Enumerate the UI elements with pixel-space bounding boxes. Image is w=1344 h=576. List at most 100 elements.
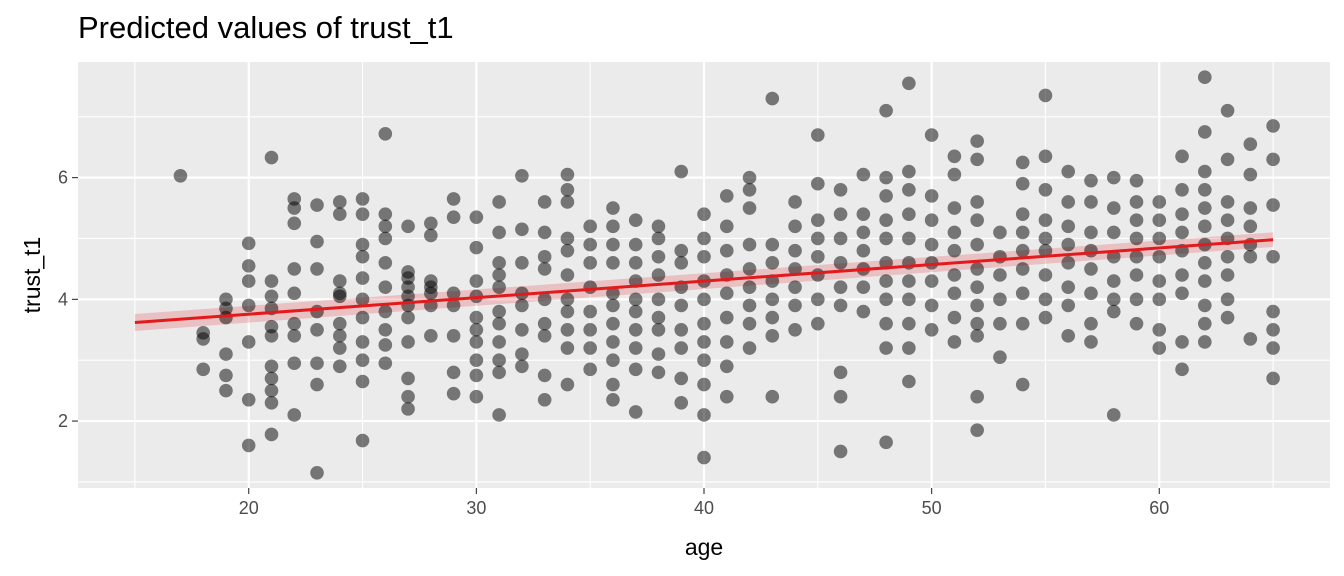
data-point: [742, 280, 757, 294]
data-point: [628, 237, 643, 252]
data-point: [492, 195, 506, 209]
data-point: [1175, 362, 1189, 377]
data-point: [515, 322, 529, 337]
data-point: [1152, 274, 1167, 288]
data-point: [1175, 183, 1189, 197]
data-point: [606, 298, 620, 313]
data-point: [583, 322, 597, 337]
data-point: [970, 134, 984, 148]
data-point: [355, 310, 370, 325]
axis-ticks: 20 30 40 50 60 2 4 6: [58, 168, 1169, 518]
data-point: [651, 347, 666, 361]
data-point: [355, 249, 370, 264]
data-point: [674, 322, 689, 337]
data-point: [583, 280, 597, 294]
data-point: [401, 371, 415, 386]
data-point: [628, 322, 643, 337]
data-point: [1129, 268, 1144, 282]
x-tick-label: 20: [239, 498, 259, 518]
data-point: [833, 280, 848, 294]
y-axis-title: trust_t1: [19, 237, 45, 314]
data-point: [1152, 292, 1167, 307]
data-point: [833, 365, 848, 380]
data-point: [651, 231, 666, 246]
fit-line: [134, 238, 1274, 324]
data-point: [1084, 335, 1098, 349]
data-point: [1266, 152, 1280, 167]
data-point: [310, 465, 324, 480]
data-point: [742, 237, 757, 252]
data-point: [219, 383, 233, 398]
data-point: [970, 316, 984, 331]
data-point: [833, 389, 848, 404]
data-point: [1198, 274, 1212, 288]
data-point: [492, 225, 506, 240]
data-point: [697, 450, 711, 465]
data-point: [219, 347, 233, 361]
data-point: [1015, 225, 1030, 240]
data-point: [1129, 213, 1144, 228]
data-point: [947, 335, 962, 349]
data-point: [993, 268, 1007, 282]
data-point: [560, 322, 575, 337]
data-point: [765, 91, 780, 106]
data-point: [993, 316, 1007, 331]
data-point: [993, 350, 1007, 364]
data-point: [719, 359, 734, 374]
data-point: [697, 408, 711, 422]
data-point: [310, 322, 324, 337]
data-point: [651, 310, 666, 325]
data-point: [424, 274, 438, 288]
data-point: [697, 207, 711, 221]
data-point: [1061, 195, 1076, 209]
data-point: [1266, 249, 1280, 264]
scatter-points: [173, 70, 1280, 480]
data-point: [970, 195, 984, 209]
data-point: [628, 292, 643, 307]
data-point: [515, 222, 529, 237]
data-point: [241, 392, 256, 407]
data-point: [287, 408, 302, 422]
data-point: [1198, 125, 1212, 139]
data-point: [401, 389, 415, 404]
data-point: [1175, 286, 1189, 301]
data-point: [856, 243, 871, 258]
data-point: [241, 259, 256, 273]
data-point: [537, 316, 552, 331]
data-point: [674, 341, 689, 355]
data-point: [879, 274, 893, 288]
data-point: [583, 304, 597, 319]
data-point: [947, 310, 962, 325]
data-point: [902, 374, 916, 389]
data-point: [1015, 286, 1030, 301]
data-point: [1129, 292, 1144, 307]
data-point: [355, 237, 370, 252]
data-point: [1198, 164, 1212, 179]
data-point: [1175, 335, 1189, 349]
data-point: [742, 201, 757, 215]
data-point: [583, 362, 597, 377]
data-point: [287, 329, 302, 343]
data-point: [719, 243, 734, 258]
data-point: [469, 353, 484, 368]
data-point: [742, 316, 757, 331]
data-point: [287, 356, 302, 371]
data-point: [924, 322, 939, 337]
data-point: [1084, 243, 1098, 258]
data-point: [1038, 268, 1053, 282]
data-point: [697, 353, 711, 368]
data-point: [811, 213, 825, 228]
data-point: [446, 286, 461, 301]
data-point: [446, 365, 461, 380]
data-point: [1220, 292, 1235, 307]
data-point: [1061, 256, 1076, 270]
data-point: [674, 371, 689, 386]
data-point: [924, 298, 939, 313]
data-point: [1266, 119, 1280, 133]
y-tick-label: 2: [58, 411, 68, 431]
data-point: [469, 310, 484, 325]
data-point: [1038, 243, 1053, 258]
data-point: [264, 359, 279, 374]
chart-title: Predicted values of trust_t1: [78, 10, 454, 45]
